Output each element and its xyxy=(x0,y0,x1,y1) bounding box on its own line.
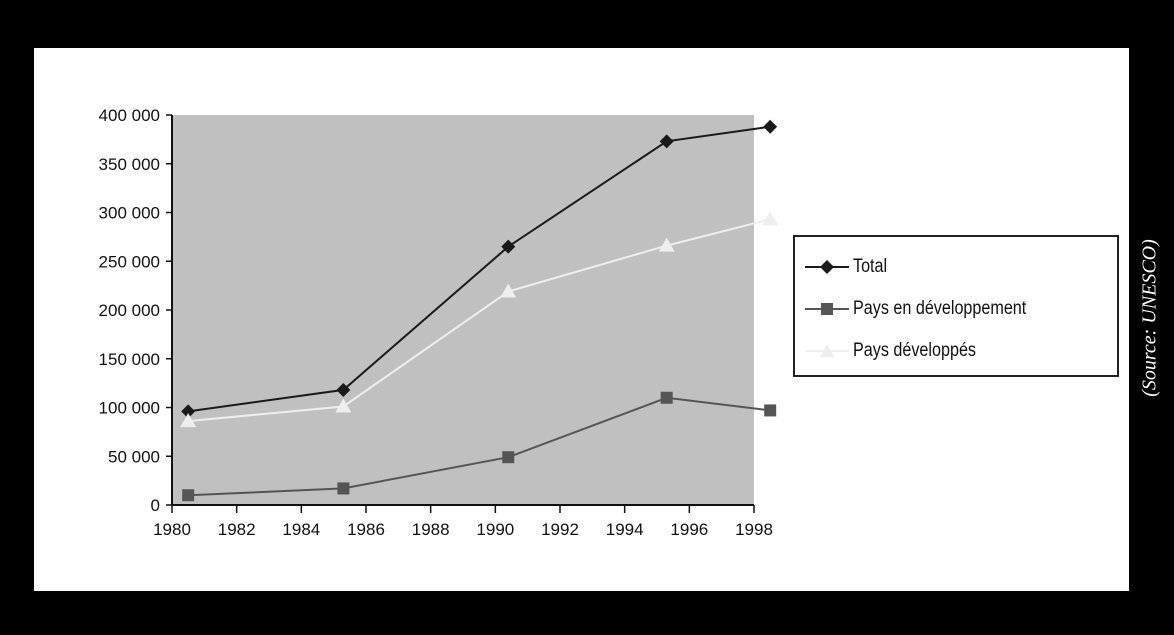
line-chart: 0 50 000 100 000 150 000 200 000 250 000 300 0… xyxy=(99,106,779,539)
y-tick-label: 300 000 xyxy=(99,204,160,223)
y-tick-label: 400 000 xyxy=(99,106,160,125)
data-point-pays-en-developpement xyxy=(502,451,515,464)
x-tick-label: 1988 xyxy=(412,520,450,539)
data-point-total xyxy=(336,382,351,397)
y-tick-label: 100 000 xyxy=(99,399,160,418)
y-tick-label: 50 000 xyxy=(108,447,160,466)
y-tick-label: 250 000 xyxy=(99,252,160,271)
y-tick-label: 150 000 xyxy=(99,350,160,369)
data-point-pays-en-developpement xyxy=(182,489,195,502)
data-point-pays-developpes xyxy=(180,413,197,428)
data-point-total xyxy=(501,239,516,254)
data-point-pays-developpes xyxy=(658,237,675,252)
data-point-total xyxy=(659,134,674,149)
y-tick-label: 350 000 xyxy=(99,155,160,174)
chart-panel: 0 50 000 100 000 150 000 200 000 250 000 300 0… xyxy=(34,48,1129,591)
data-point-pays-en-developpement xyxy=(337,482,350,495)
chart-legend: Total Pays en développement Pays dévelop… xyxy=(793,235,1119,377)
series-layer xyxy=(180,119,779,502)
data-point-pays-en-developpement xyxy=(660,391,673,404)
x-tick-label: 1980 xyxy=(153,520,191,539)
x-tick-label: 1998 xyxy=(735,520,773,539)
data-point-total xyxy=(763,119,778,134)
x-tick-label: 1982 xyxy=(218,520,256,539)
legend-swatch-pays-en-developpement xyxy=(805,303,849,315)
legend-item-pays-en-developpement: Pays en développement xyxy=(795,289,1117,329)
data-point-pays-developpes xyxy=(335,398,352,413)
data-point-pays-developpes xyxy=(500,283,517,298)
x-tick-label: 1996 xyxy=(670,520,708,539)
legend-label-pays-developpes: Pays développés xyxy=(853,340,977,361)
data-point-pays-developpes xyxy=(762,211,779,226)
x-tick-label: 1986 xyxy=(347,520,385,539)
legend-item-total: Total xyxy=(795,247,1117,287)
legend-swatch-total xyxy=(805,260,849,274)
y-tick-label: 0 xyxy=(151,496,160,515)
data-point-total xyxy=(181,404,196,419)
x-axis-ticks: 1980 1982 1984 1986 1988 1990 1992 1994 1996 1998 xyxy=(153,505,773,539)
x-tick-label: 1984 xyxy=(282,520,320,539)
x-tick-label: 1992 xyxy=(541,520,579,539)
y-axis-ticks: 0 50 000 100 000 150 000 200 000 250 000 300 0… xyxy=(99,106,172,515)
x-tick-label: 1990 xyxy=(476,520,514,539)
plot-area xyxy=(172,115,754,505)
legend-swatch-pays-developpes xyxy=(805,344,849,357)
source-note: (Source: UNESCO) xyxy=(1138,239,1161,397)
legend-label-total: Total xyxy=(853,256,888,277)
x-tick-label: 1994 xyxy=(606,520,644,539)
y-tick-label: 200 000 xyxy=(99,301,160,320)
legend-item-pays-developpes: Pays développés xyxy=(795,331,1117,371)
legend-label-pays-en-developpement: Pays en développement xyxy=(853,298,1027,319)
data-point-pays-en-developpement xyxy=(764,404,777,417)
